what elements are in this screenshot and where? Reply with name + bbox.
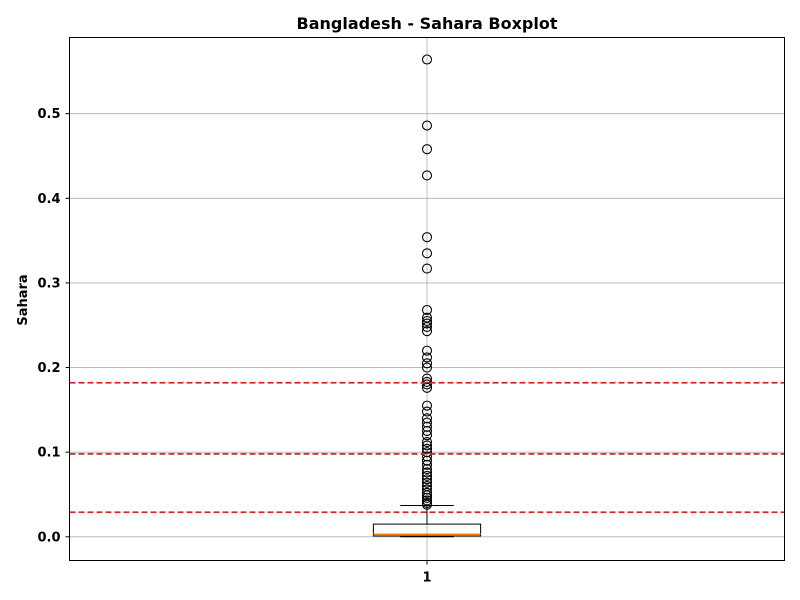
outlier-point xyxy=(421,170,433,181)
y-tick-label: 0.2 xyxy=(37,361,60,376)
outlier-point xyxy=(421,54,433,65)
outlier-point xyxy=(421,358,433,369)
outlier-point xyxy=(421,487,433,498)
outlier-point xyxy=(421,400,433,411)
y-tick-label: 0.3 xyxy=(37,276,60,291)
reference-lines xyxy=(69,381,785,514)
outlier-point xyxy=(421,477,433,488)
axes: 0.0 0.1 0.2 0.3 0.4 0.5 1 xyxy=(37,107,431,585)
outlier-point xyxy=(421,495,433,506)
outlier-point xyxy=(421,326,433,337)
outlier-point xyxy=(421,263,433,274)
outlier-point xyxy=(421,352,433,363)
outlier-point xyxy=(421,321,433,332)
y-tick-label: 0.5 xyxy=(37,107,60,122)
iqr-box xyxy=(372,523,482,537)
chart-title: Bangladesh - Sahara Boxplot xyxy=(297,14,558,33)
x-tick-label: 1 xyxy=(422,571,431,586)
y-axis-label: Sahara xyxy=(16,274,31,325)
outlier-point xyxy=(421,492,433,503)
y-tick-label: 0.1 xyxy=(37,446,60,461)
outlier-point xyxy=(421,443,433,454)
outlier-point xyxy=(421,436,433,448)
outlier-point xyxy=(421,120,433,131)
outlier-point xyxy=(421,362,433,373)
outlier-point xyxy=(421,467,433,478)
plot-frame xyxy=(69,37,785,561)
outlier-point xyxy=(421,144,433,155)
outlier-point xyxy=(421,232,433,243)
outlier-point xyxy=(421,499,433,510)
outlier-point xyxy=(421,382,433,393)
outlier-point xyxy=(421,406,433,417)
y-tick-label: 0.4 xyxy=(37,192,60,207)
outlier-point xyxy=(421,248,433,259)
outlier-point xyxy=(421,425,433,437)
outlier-point xyxy=(421,459,433,470)
outlier-point xyxy=(421,464,433,475)
outlier-point xyxy=(421,440,433,451)
outlier-point xyxy=(421,315,433,327)
outlier-point xyxy=(421,318,433,329)
y-tick-label: 0.0 xyxy=(37,530,60,545)
outlier-point xyxy=(421,474,433,485)
outlier-point xyxy=(421,470,433,481)
outlier-point xyxy=(421,345,433,356)
outlier-point xyxy=(421,430,433,441)
outlier-point xyxy=(421,379,433,390)
outlier-point xyxy=(421,304,433,316)
